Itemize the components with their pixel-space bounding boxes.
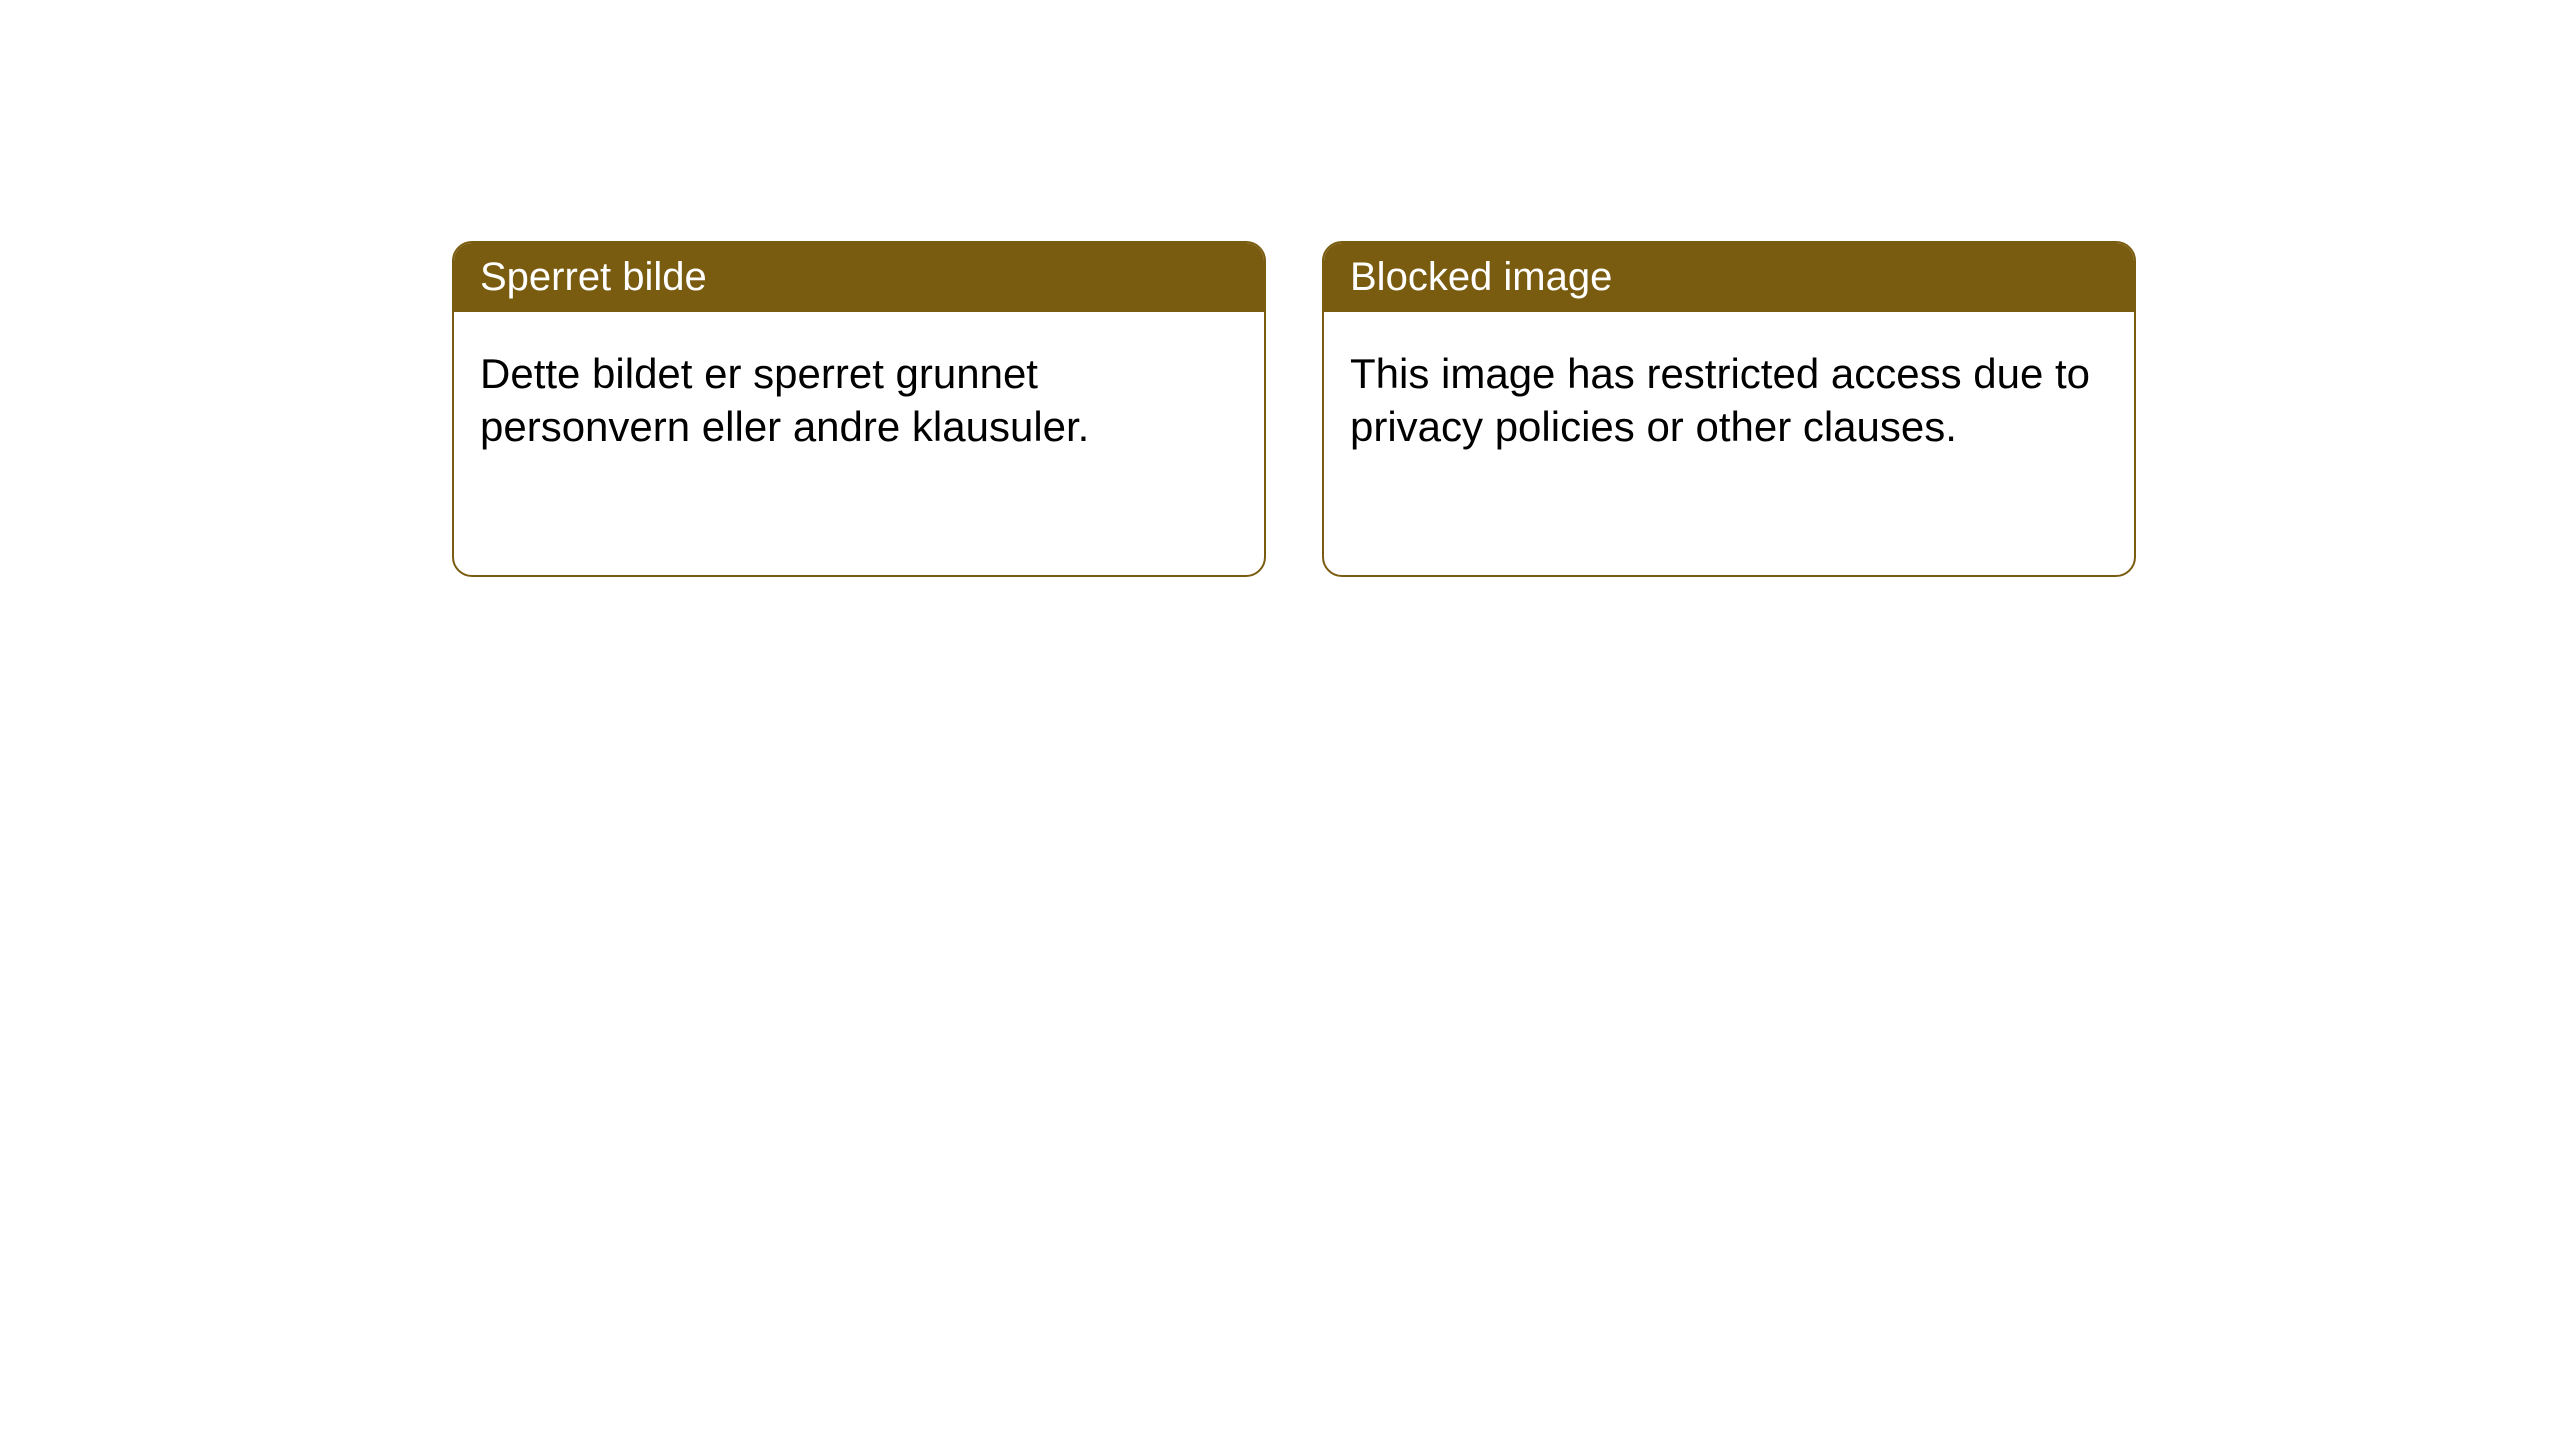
notice-card-english: Blocked image This image has restricted … [1322,241,2136,577]
blocked-image-notices: Sperret bilde Dette bildet er sperret gr… [452,241,2136,577]
notice-body: Dette bildet er sperret grunnet personve… [454,312,1264,489]
notice-title: Sperret bilde [454,243,1264,312]
notice-title: Blocked image [1324,243,2134,312]
notice-body: This image has restricted access due to … [1324,312,2134,489]
notice-card-norwegian: Sperret bilde Dette bildet er sperret gr… [452,241,1266,577]
